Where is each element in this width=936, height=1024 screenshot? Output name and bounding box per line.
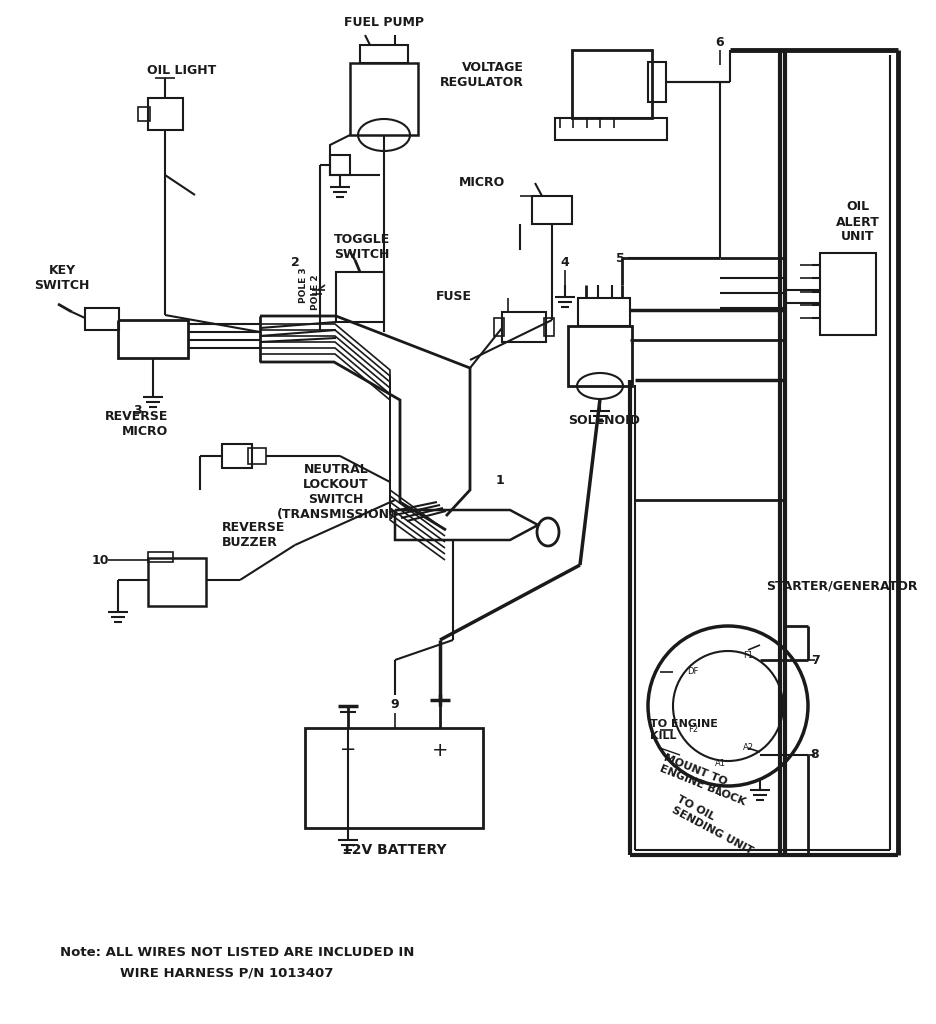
- Text: TOGGLE
SWITCH: TOGGLE SWITCH: [334, 233, 390, 261]
- Bar: [222, 444, 252, 468]
- Text: 2: 2: [290, 256, 300, 268]
- Text: 9: 9: [390, 698, 400, 712]
- Text: REVERSE
BUZZER: REVERSE BUZZER: [222, 521, 285, 549]
- Text: POLE 3: POLE 3: [299, 267, 308, 303]
- Text: 6: 6: [716, 36, 724, 48]
- Text: 8: 8: [811, 749, 819, 762]
- Text: WIRE HARNESS P/N 1013407: WIRE HARNESS P/N 1013407: [120, 967, 333, 980]
- Bar: [336, 272, 384, 322]
- Bar: [532, 196, 572, 224]
- Bar: [148, 98, 183, 130]
- Text: STARTER/GENERATOR: STARTER/GENERATOR: [766, 580, 917, 593]
- Bar: [148, 552, 173, 562]
- Text: NEUTRAL
LOCKOUT
SWITCH
(TRANSMISSION): NEUTRAL LOCKOUT SWITCH (TRANSMISSION): [276, 463, 395, 521]
- Bar: [568, 326, 632, 386]
- Text: A2: A2: [742, 743, 753, 753]
- Text: MICRO: MICRO: [459, 175, 505, 188]
- Text: 3: 3: [134, 403, 142, 417]
- Bar: [578, 298, 630, 326]
- Text: 1: 1: [496, 473, 505, 486]
- Text: Note: ALL WIRES NOT LISTED ARE INCLUDED IN: Note: ALL WIRES NOT LISTED ARE INCLUDED …: [60, 945, 415, 958]
- Bar: [350, 63, 418, 135]
- Text: MOUNT TO
ENGINE BLOCK: MOUNT TO ENGINE BLOCK: [658, 753, 752, 807]
- Text: OIL
ALERT
UNIT: OIL ALERT UNIT: [836, 201, 880, 244]
- Bar: [820, 253, 876, 335]
- Text: VOLTAGE
REGULATOR: VOLTAGE REGULATOR: [440, 61, 524, 89]
- Text: OIL LIGHT: OIL LIGHT: [147, 63, 216, 77]
- Text: +: +: [431, 740, 448, 760]
- Bar: [85, 308, 119, 330]
- Bar: [555, 118, 667, 140]
- Text: SOLENOID: SOLENOID: [568, 414, 640, 427]
- Bar: [360, 45, 408, 63]
- Text: F2: F2: [688, 725, 698, 734]
- Bar: [544, 318, 554, 336]
- Text: F1: F1: [743, 650, 753, 659]
- Text: FUSE: FUSE: [436, 290, 472, 302]
- Bar: [138, 106, 150, 121]
- Bar: [572, 50, 652, 118]
- Bar: [648, 62, 666, 102]
- Text: TO OIL
SENDING UNIT: TO OIL SENDING UNIT: [670, 795, 760, 856]
- Text: KEY
SWITCH: KEY SWITCH: [35, 264, 90, 292]
- Bar: [502, 312, 546, 342]
- Bar: [305, 728, 483, 828]
- Text: TO ENGINE
KILL: TO ENGINE KILL: [650, 719, 718, 740]
- Text: FUEL PUMP: FUEL PUMP: [344, 15, 424, 29]
- Bar: [330, 155, 350, 175]
- Text: REVERSE
MICRO: REVERSE MICRO: [105, 410, 168, 438]
- Text: −: −: [340, 740, 357, 760]
- Bar: [248, 449, 266, 464]
- Text: 4: 4: [561, 256, 569, 268]
- Text: DF: DF: [687, 668, 698, 677]
- Text: POLE 2: POLE 2: [312, 274, 320, 310]
- Text: 5: 5: [616, 252, 624, 264]
- Text: A1: A1: [714, 759, 725, 768]
- Text: 12V BATTERY: 12V BATTERY: [342, 843, 446, 857]
- Bar: [494, 318, 504, 336]
- Bar: [148, 558, 206, 606]
- Text: 10: 10: [91, 554, 109, 566]
- Text: 7: 7: [811, 653, 819, 667]
